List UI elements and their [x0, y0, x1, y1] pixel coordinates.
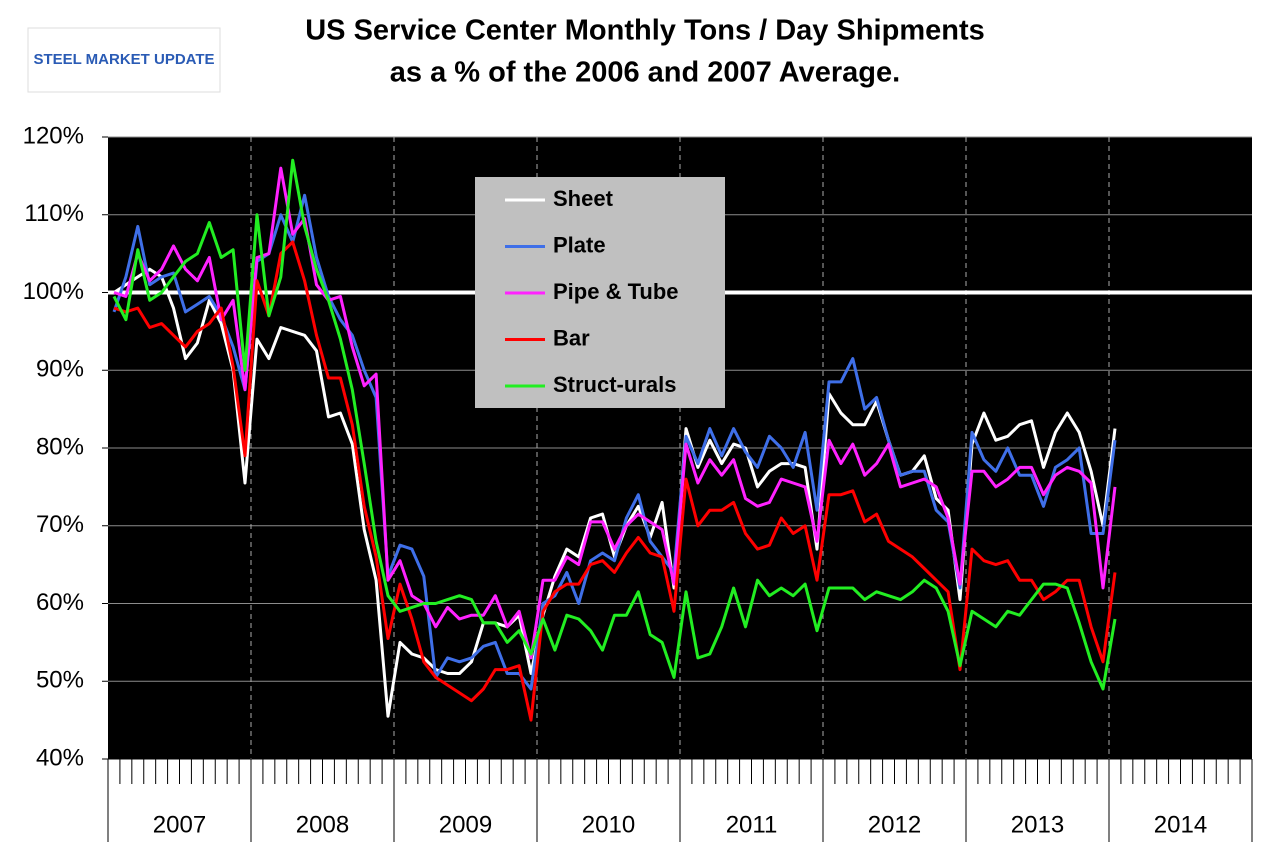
y-tick-label: 110% [24, 200, 84, 227]
y-tick-label: 100% [23, 278, 84, 305]
chart-subtitle: as a % of the 2006 and 2007 Average. [390, 57, 900, 89]
x-group-label: 2012 [868, 811, 921, 838]
logo-box [27, 27, 221, 93]
chart-title: US Service Center Monthly Tons / Day Shi… [305, 15, 985, 47]
legend-label: Plate [553, 232, 606, 257]
x-group-label: 2007 [153, 811, 206, 838]
y-tick-label: 40% [36, 744, 84, 771]
y-tick-label: 60% [36, 589, 84, 616]
series-line [112, 158, 1117, 691]
x-group-label: 2008 [296, 811, 349, 838]
legend-label: Pipe & Tube [553, 279, 679, 304]
x-group-label: 2009 [439, 811, 492, 838]
y-tick-label: 120% [23, 122, 84, 149]
x-group-label: 2013 [1011, 811, 1064, 838]
logo: STEEL MARKET UPDATE [33, 51, 214, 68]
legend-label: Sheet [553, 186, 614, 211]
x-group-label: 2011 [726, 811, 778, 838]
y-tick-label: 80% [36, 433, 84, 460]
y-tick-label: 70% [36, 511, 84, 538]
y-tick-label: 50% [36, 667, 84, 694]
x-group-label: 2010 [582, 811, 635, 838]
series-line [113, 166, 1117, 660]
series-line [113, 240, 1117, 722]
legend-label: Struct-urals [553, 372, 676, 397]
y-tick-label: 90% [36, 356, 84, 383]
x-group-label: 2014 [1154, 811, 1207, 838]
legend-label: Bar [553, 325, 590, 350]
